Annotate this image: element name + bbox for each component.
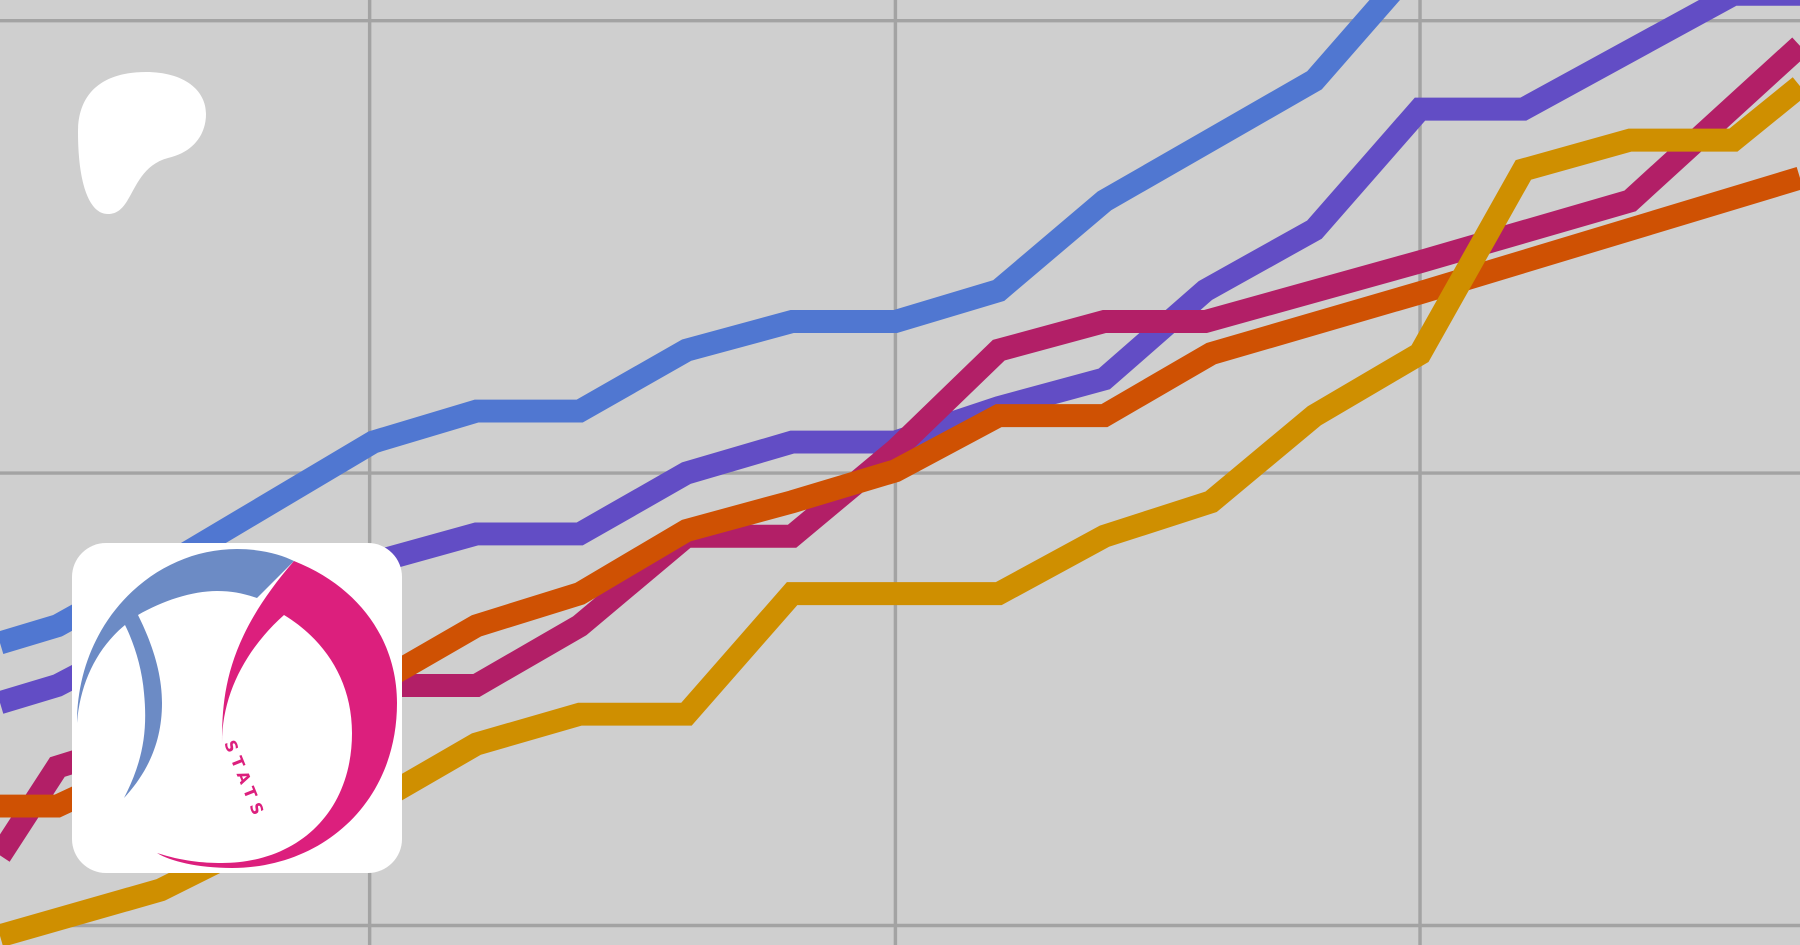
blue-arc (77, 549, 294, 798)
stats-app-logo: STATS (72, 543, 402, 873)
pink-crescent (157, 561, 397, 868)
stats-text: STATS (220, 737, 269, 823)
patreon-logo-icon (78, 72, 206, 214)
